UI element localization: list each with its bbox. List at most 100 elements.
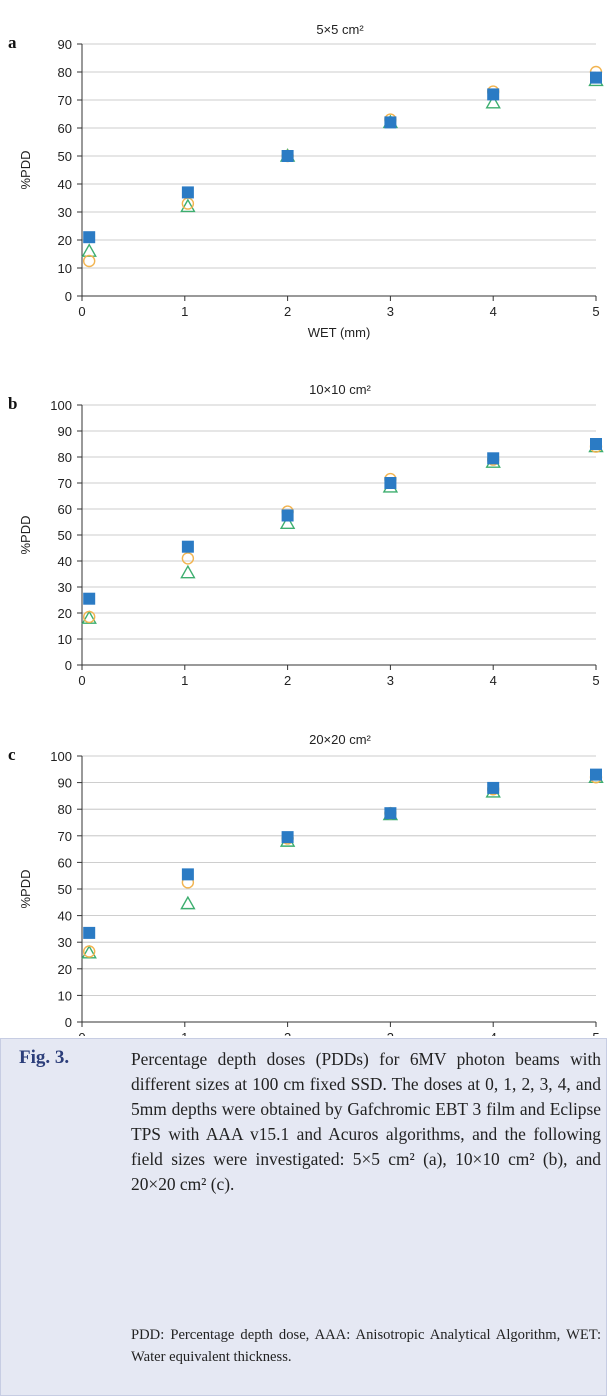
y-tick-label: 0 bbox=[65, 289, 72, 304]
data-point-circle bbox=[82, 610, 96, 624]
y-tick-label: 40 bbox=[58, 909, 72, 924]
data-point-square bbox=[384, 807, 397, 820]
x-tick-label: 2 bbox=[284, 673, 291, 688]
data-point-square bbox=[281, 509, 294, 522]
y-tick-label: 60 bbox=[58, 855, 72, 870]
data-point-square bbox=[384, 477, 397, 489]
y-tick-label: 10 bbox=[58, 632, 72, 647]
chart-panel-c: 20×20 cm²c0102030405060708090100012345WE… bbox=[0, 690, 607, 1036]
data-point-square bbox=[181, 868, 194, 881]
chart-panel-a: 5×5 cm² a 0 10 20 30 40 50 60 70 80 90 0 1 2 3 4 5 WET (mm… bbox=[0, 0, 607, 350]
x-tick-label: 1 bbox=[181, 673, 188, 688]
y-axis-label: %PDD bbox=[18, 869, 33, 908]
figure-caption-text: Percentage depth doses (PDDs) for 6MV ph… bbox=[131, 1049, 601, 1194]
data-point-square bbox=[384, 116, 397, 129]
data-point-square bbox=[281, 831, 294, 844]
y-tick-label: 70 bbox=[58, 829, 72, 844]
x-tick-label: 0 bbox=[78, 673, 85, 688]
data-point-square bbox=[181, 186, 194, 199]
y-tick-label: 20 bbox=[58, 233, 72, 248]
figure-label: Fig. 3. bbox=[19, 1047, 70, 1068]
y-tick-label: 80 bbox=[58, 65, 72, 80]
data-point-square bbox=[487, 452, 500, 465]
x-axis-label: WET (mm) bbox=[308, 325, 371, 340]
panel-letter: b bbox=[8, 394, 17, 413]
chart-title: 20×20 cm² bbox=[309, 732, 371, 747]
y-tick-label: 100 bbox=[50, 398, 72, 413]
y-tick-label: 100 bbox=[50, 749, 72, 764]
data-point-square bbox=[590, 768, 602, 781]
data-point-triangle bbox=[81, 944, 97, 959]
y-tick-label: 0 bbox=[65, 658, 72, 673]
x-tick-label: 1 bbox=[181, 304, 188, 319]
y-axis-label: %PDD bbox=[18, 515, 33, 554]
y-tick-label: 80 bbox=[58, 450, 72, 465]
x-tick-label: 3 bbox=[387, 304, 394, 319]
data-point-triangle bbox=[279, 515, 296, 530]
data-point-square bbox=[487, 88, 500, 101]
data-point-square bbox=[83, 592, 96, 605]
x-tick-label: 5 bbox=[592, 304, 599, 319]
y-axis-label: %PDD bbox=[18, 150, 33, 189]
chart-b-svg: 10×10 cm²b0102030405060708090100012345WE… bbox=[8, 382, 604, 688]
y-tick-label: 90 bbox=[58, 37, 72, 52]
data-point-square bbox=[590, 71, 602, 84]
data-point-square bbox=[83, 926, 96, 939]
data-point-square bbox=[181, 540, 194, 553]
y-tick-label: 0 bbox=[65, 1015, 72, 1030]
y-tick-label: 70 bbox=[58, 476, 72, 491]
data-point-triangle bbox=[81, 243, 97, 257]
data-point-triangle bbox=[81, 610, 97, 624]
y-tick-label: 30 bbox=[58, 205, 72, 220]
y-tick-label: 20 bbox=[58, 962, 72, 977]
chart-title: 5×5 cm² bbox=[316, 22, 364, 37]
chart-c-svg: 20×20 cm²c0102030405060708090100012345WE… bbox=[8, 732, 604, 1036]
data-point-triangle bbox=[485, 94, 501, 109]
x-tick-label: 5 bbox=[592, 673, 599, 688]
x-tick-label: 0 bbox=[78, 304, 85, 319]
y-tick-label: 40 bbox=[58, 177, 72, 192]
data-point-triangle bbox=[180, 564, 196, 579]
data-point-circle bbox=[82, 254, 96, 268]
data-point-triangle bbox=[180, 895, 196, 910]
x-tick-label: 4 bbox=[490, 673, 497, 688]
panel-letter: a bbox=[8, 33, 17, 52]
y-tick-label: 50 bbox=[58, 149, 72, 164]
x-tick-label: 4 bbox=[490, 304, 497, 319]
y-tick-label: 10 bbox=[58, 261, 72, 276]
y-tick-label: 90 bbox=[58, 424, 72, 439]
y-tick-label: 80 bbox=[58, 802, 72, 817]
data-point-square bbox=[487, 781, 500, 794]
y-tick-label: 70 bbox=[58, 93, 72, 108]
data-point-circle bbox=[82, 945, 96, 958]
x-tick-label: 0 bbox=[78, 1030, 85, 1036]
chart-title: 10×10 cm² bbox=[309, 382, 371, 397]
y-tick-label: 60 bbox=[58, 502, 72, 517]
x-tick-label: 3 bbox=[387, 1030, 394, 1036]
y-tick-label: 50 bbox=[58, 882, 72, 897]
y-tick-label: 90 bbox=[58, 776, 72, 791]
data-point-square bbox=[281, 150, 294, 162]
figure-abbreviations: PDD: Percentage depth dose, AAA: Anisotr… bbox=[131, 1327, 601, 1365]
data-point-triangle bbox=[180, 198, 196, 213]
y-tick-label: 60 bbox=[58, 121, 72, 136]
y-tick-label: 30 bbox=[58, 935, 72, 950]
data-point-square bbox=[83, 231, 96, 244]
x-tick-label: 2 bbox=[284, 304, 291, 319]
y-tick-label: 40 bbox=[58, 554, 72, 569]
chart-a-svg: 5×5 cm² a 0 10 20 30 40 50 60 70 80 90 0 1 2 3 4 5 WET (mm… bbox=[8, 22, 604, 340]
y-tick-label: 20 bbox=[58, 606, 72, 621]
x-tick-label: 4 bbox=[490, 1030, 497, 1036]
y-tick-label: 50 bbox=[58, 528, 72, 543]
y-tick-label: 30 bbox=[58, 580, 72, 595]
x-tick-label: 5 bbox=[592, 1030, 599, 1036]
figure-caption: Fig. 3. Percentage depth doses (PDDs) fo… bbox=[0, 1038, 607, 1396]
data-point-circle bbox=[181, 552, 195, 565]
x-tick-label: 1 bbox=[181, 1030, 188, 1036]
y-tick-label: 10 bbox=[58, 988, 72, 1003]
chart-panel-b: 10×10 cm²b0102030405060708090100012345WE… bbox=[0, 350, 607, 690]
x-tick-label: 3 bbox=[387, 673, 394, 688]
x-tick-label: 2 bbox=[284, 1030, 291, 1036]
panel-letter: c bbox=[8, 745, 16, 764]
data-point-square bbox=[590, 438, 602, 450]
